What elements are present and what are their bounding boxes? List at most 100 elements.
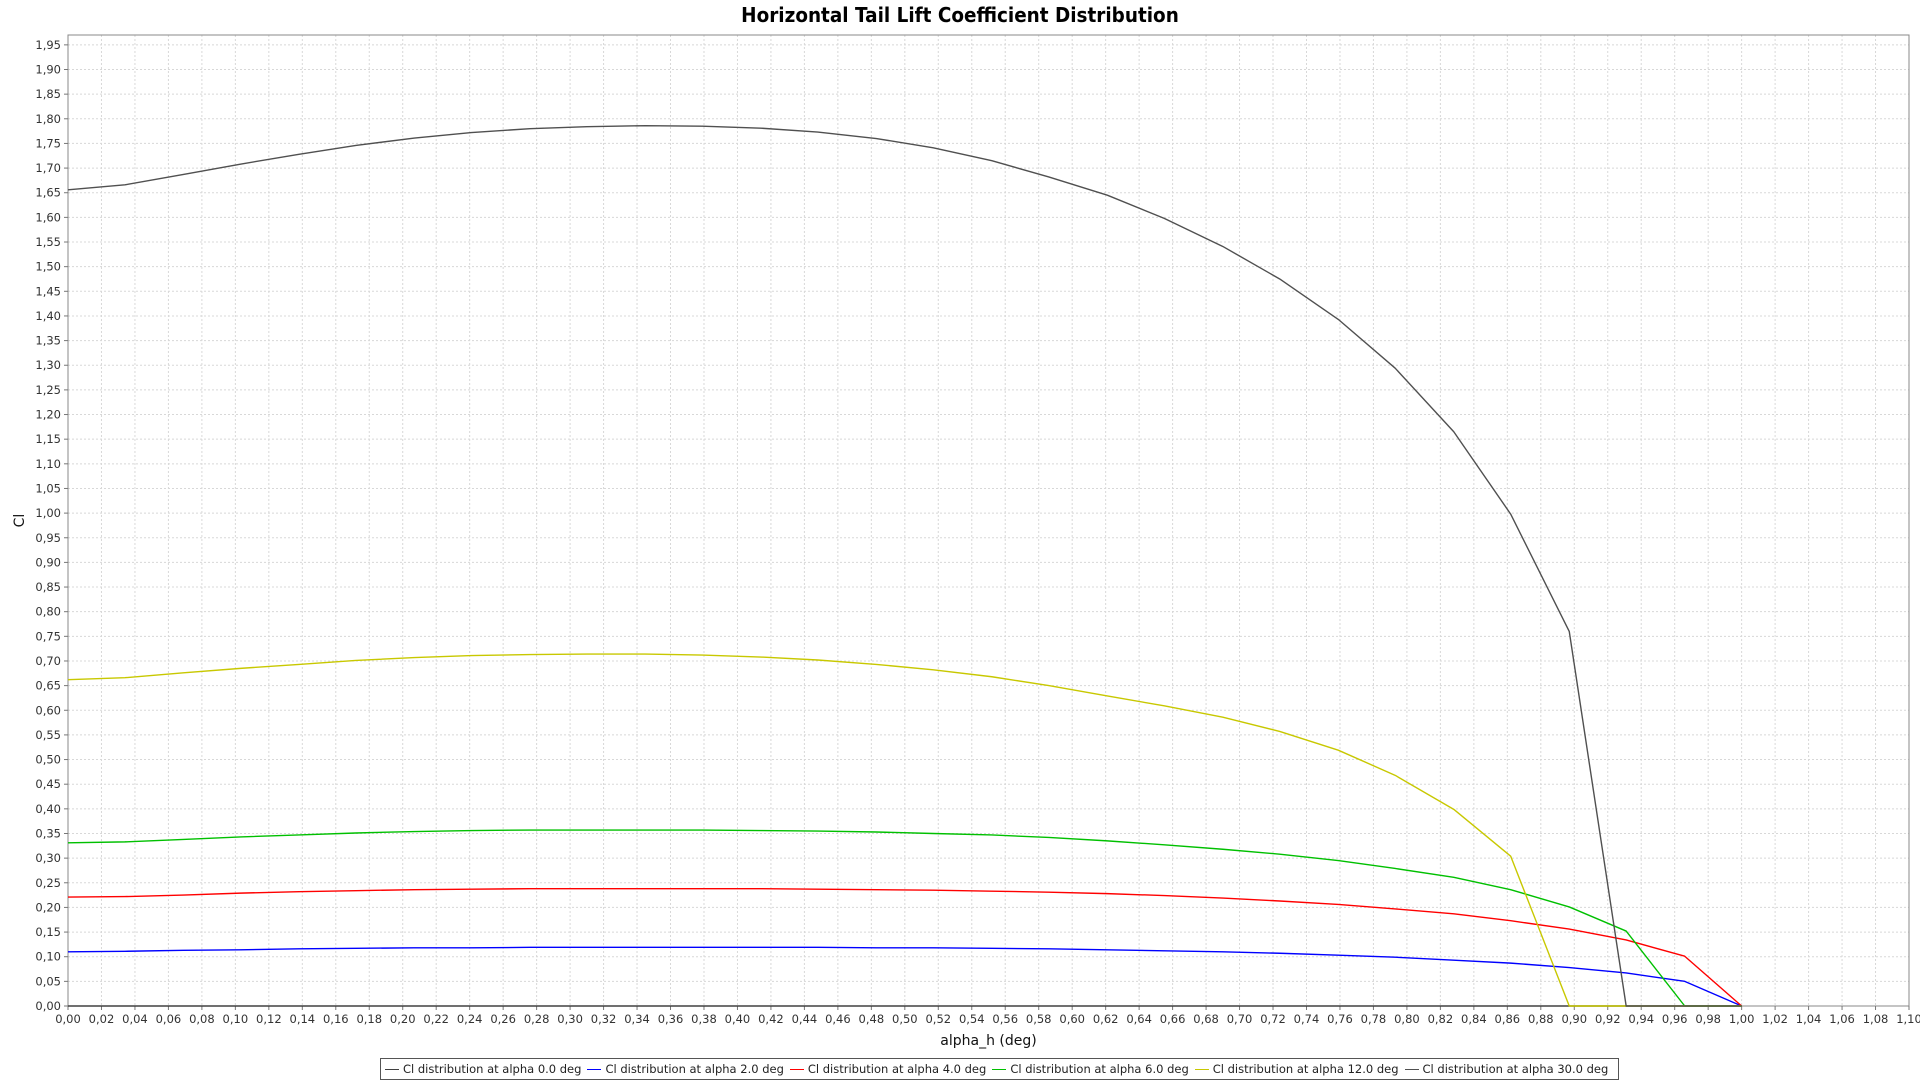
x-tick-label: 0,52 (925, 1012, 951, 1026)
legend-label: Cl distribution at alpha 6.0 deg (1010, 1062, 1189, 1076)
x-tick-label: 0,50 (892, 1012, 918, 1026)
x-tick-label: 0,00 (55, 1012, 81, 1026)
x-tick-label: 0,18 (356, 1012, 382, 1026)
x-tick-label: 0,40 (725, 1012, 751, 1026)
grid-layer (67, 35, 1910, 1007)
x-tick-label: 0,66 (1160, 1012, 1186, 1026)
series-line-5 (67, 124, 1742, 1007)
x-tick-label: 0,86 (1495, 1012, 1521, 1026)
y-tick-label: 1,70 (35, 161, 61, 175)
y-tick-label: 0,45 (35, 777, 61, 791)
legend-item: Cl distribution at alpha 12.0 deg (1194, 1062, 1399, 1076)
y-tick-label: 1,90 (35, 63, 61, 77)
x-tick-label: 0,06 (156, 1012, 182, 1026)
x-tick-label: 0,82 (1428, 1012, 1454, 1026)
y-tick-label: 1,20 (35, 408, 61, 422)
legend-swatch (1194, 1068, 1209, 1070)
x-tick-label: 1,08 (1863, 1012, 1889, 1026)
series-line-1 (67, 946, 1742, 1007)
y-tick-label: 0,60 (35, 703, 61, 717)
legend-item: Cl distribution at alpha 4.0 deg (789, 1062, 987, 1076)
x-tick-label: 0,80 (1394, 1012, 1420, 1026)
y-tick-label: 0,15 (35, 925, 61, 939)
y-axis-label: Cl (12, 514, 28, 528)
legend-swatch (992, 1068, 1007, 1070)
legend-label: Cl distribution at alpha 2.0 deg (605, 1062, 784, 1076)
x-tick-label: 0,24 (457, 1012, 483, 1026)
y-tick-label: 1,00 (35, 506, 61, 520)
y-tick-label: 1,45 (35, 284, 61, 298)
y-tick-label: 1,60 (35, 210, 61, 224)
chart-title: Horizontal Tail Lift Coefficient Distrib… (741, 3, 1179, 27)
x-tick-label: 0,92 (1595, 1012, 1621, 1026)
y-tick-label: 1,40 (35, 309, 61, 323)
legend-label: Cl distribution at alpha 0.0 deg (403, 1062, 582, 1076)
x-tick-label: 0,48 (859, 1012, 885, 1026)
y-tick-label: 0,05 (35, 974, 61, 988)
x-tick-label: 0,56 (992, 1012, 1018, 1026)
x-tick-label: 0,76 (1327, 1012, 1353, 1026)
y-tick-label: 1,65 (35, 186, 61, 200)
y-tick-label: 0,75 (35, 629, 61, 643)
legend-swatch (385, 1068, 399, 1070)
y-tick-label: 0,00 (35, 999, 61, 1013)
y-tick-label: 1,95 (35, 38, 61, 52)
x-tick-label: 0,64 (1126, 1012, 1152, 1026)
x-tick-label: 0,68 (1193, 1012, 1219, 1026)
x-tick-label: 1,04 (1796, 1012, 1822, 1026)
x-tick-label: 0,62 (1093, 1012, 1119, 1026)
x-tick-label: 0,78 (1361, 1012, 1387, 1026)
x-tick-label: 0,30 (557, 1012, 583, 1026)
x-tick-label: 0,58 (1026, 1012, 1052, 1026)
x-tick-label: 0,60 (1059, 1012, 1085, 1026)
x-tick-label: 0,44 (792, 1012, 818, 1026)
y-tick-label: 1,15 (35, 432, 61, 446)
y-tick-label: 0,80 (35, 605, 61, 619)
x-tick-label: 0,36 (658, 1012, 684, 1026)
y-tick-label: 0,55 (35, 728, 61, 742)
legend-label: Cl distribution at alpha 30.0 deg (1422, 1062, 1609, 1076)
y-tick-label: 0,50 (35, 753, 61, 767)
y-tick-label: 0,10 (35, 950, 61, 964)
x-tick-label: 0,26 (490, 1012, 516, 1026)
x-tick-label: 0,28 (524, 1012, 550, 1026)
series-line-4 (67, 653, 1742, 1007)
y-tick-label: 1,75 (35, 136, 61, 150)
x-tick-label: 1,10 (1896, 1012, 1920, 1026)
legend-label: Cl distribution at alpha 12.0 deg (1212, 1062, 1399, 1076)
x-tick-label: 0,02 (89, 1012, 115, 1026)
x-axis-label: alpha_h (deg) (940, 1033, 1036, 1049)
y-tick-label: 1,35 (35, 334, 61, 348)
y-tick-label: 1,10 (35, 457, 61, 471)
legend-item: Cl distribution at alpha 2.0 deg (587, 1062, 784, 1076)
series-layer (67, 124, 1743, 1007)
legend-swatch (1404, 1068, 1419, 1070)
legend-label: Cl distribution at alpha 4.0 deg (807, 1062, 987, 1076)
x-tick-label: 0,70 (1227, 1012, 1253, 1026)
y-tick-label: 0,90 (35, 555, 61, 569)
x-tick-label: 0,90 (1561, 1012, 1587, 1026)
x-tick-label: 0,34 (624, 1012, 650, 1026)
x-tick-label: 0,72 (1260, 1012, 1286, 1026)
x-tick-label: 0,42 (758, 1012, 784, 1026)
x-tick-label: 0,96 (1662, 1012, 1688, 1026)
x-tick-label: 0,54 (959, 1012, 985, 1026)
y-tick-label: 0,65 (35, 679, 61, 693)
series-line-3 (67, 829, 1742, 1007)
x-tick-label: 0,22 (423, 1012, 449, 1026)
x-tick-label: 0,08 (189, 1012, 215, 1026)
y-tick-label: 0,35 (35, 826, 61, 840)
y-tick-label: 0,30 (35, 851, 61, 865)
y-tick-label: 1,55 (35, 235, 61, 249)
y-tick-label: 1,25 (35, 383, 61, 397)
legend: Cl distribution at alpha 0.0 deg Cl distr… (380, 1058, 1620, 1080)
legend-item: Cl distribution at alpha 30.0 deg (1404, 1062, 1609, 1076)
x-tick-label: 1,00 (1729, 1012, 1755, 1026)
x-tick-label: 0,88 (1528, 1012, 1554, 1026)
x-tick-label: 1,02 (1762, 1012, 1788, 1026)
y-tick-label: 1,05 (35, 481, 61, 495)
x-tick-label: 0,10 (223, 1012, 249, 1026)
y-tick-label: 0,20 (35, 900, 61, 914)
y-tick-label: 1,50 (35, 260, 61, 274)
